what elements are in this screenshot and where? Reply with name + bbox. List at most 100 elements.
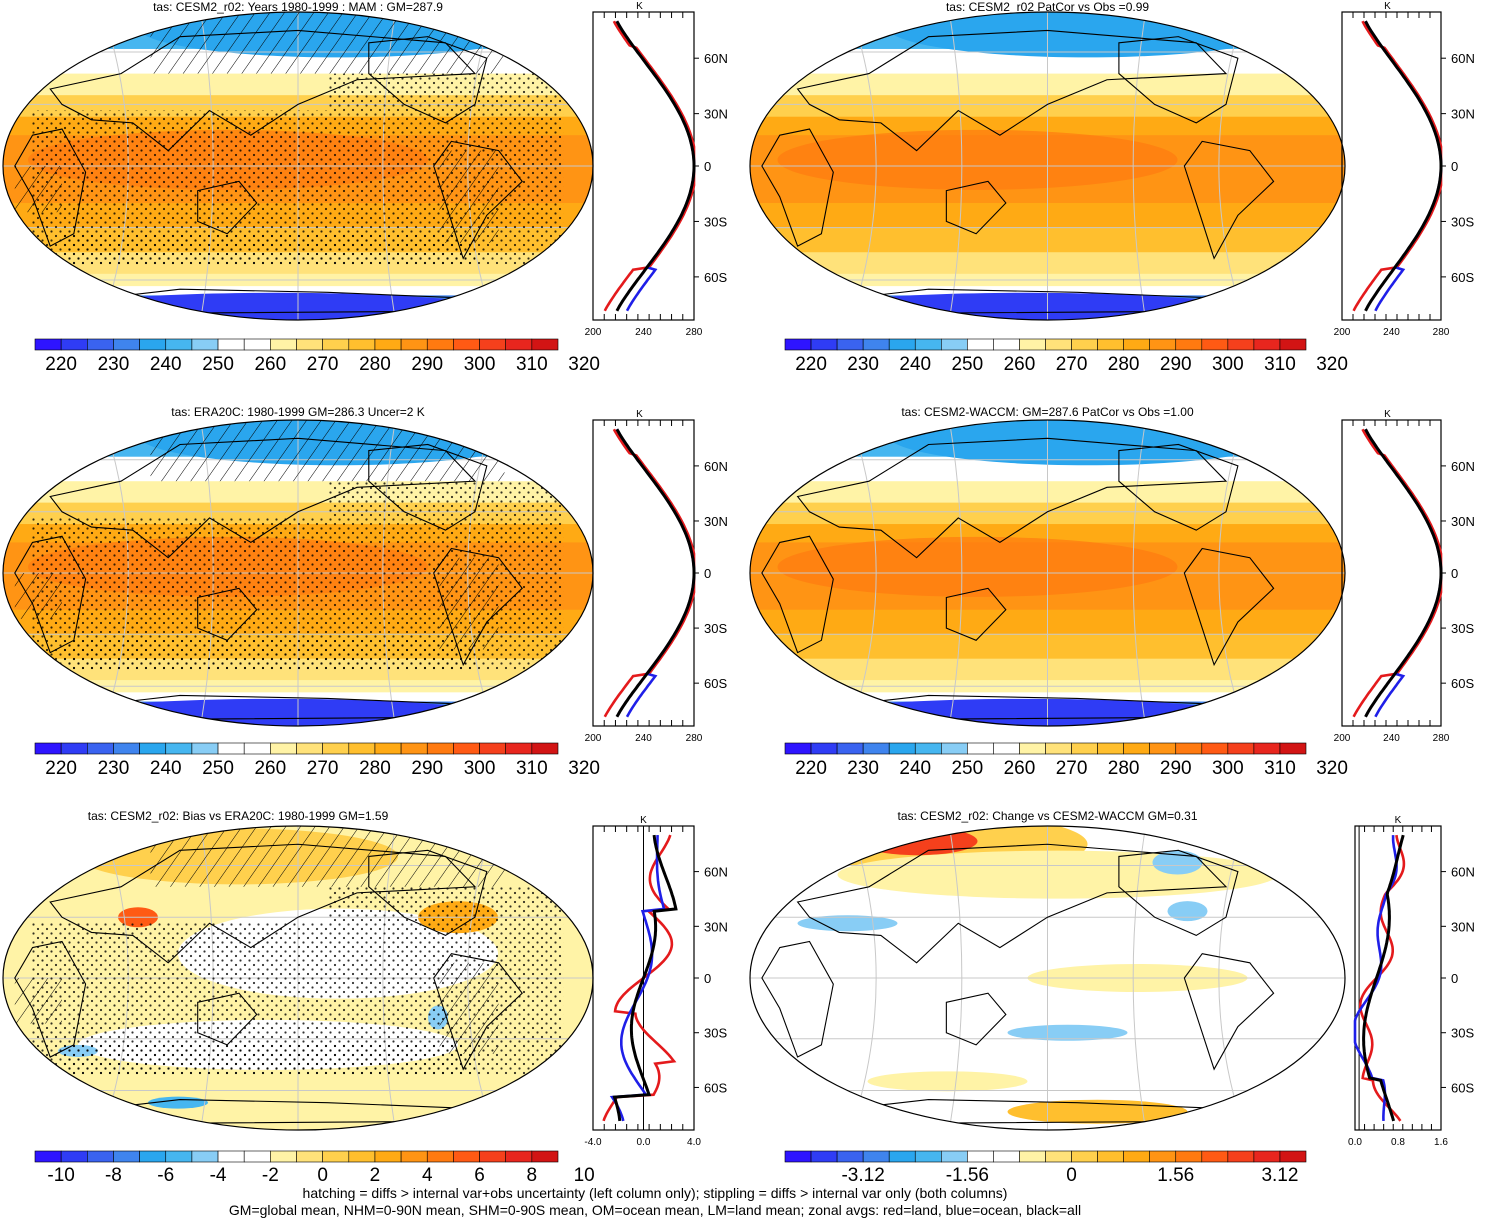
zonal-all-line bbox=[612, 834, 678, 1122]
colorbar-swatch bbox=[1123, 742, 1151, 755]
colorbar-tick-label: 310 bbox=[1264, 758, 1296, 779]
colorbar-tick-label: 250 bbox=[202, 758, 234, 779]
zonal-x-tick-label: 200 bbox=[585, 733, 602, 744]
colorbar-tick-label: 230 bbox=[98, 354, 130, 375]
map-panel-4 bbox=[749, 419, 1346, 727]
zonal-x-tick-label: 240 bbox=[635, 327, 652, 338]
colorbar-swatch bbox=[1253, 742, 1281, 755]
colorbar-swatch bbox=[191, 338, 219, 351]
colorbar-tick-label: -10 bbox=[47, 1165, 74, 1186]
colorbar-tick-label: 270 bbox=[307, 354, 339, 375]
colorbar-swatch bbox=[1149, 1150, 1177, 1163]
colorbar-tick-label: 320 bbox=[1316, 354, 1348, 375]
zonal-y-tick-label: 30N bbox=[1451, 514, 1475, 529]
zonal-unit-label: K bbox=[640, 815, 647, 826]
colorbar-tick-label: 240 bbox=[899, 758, 931, 779]
colorbar-swatch bbox=[1097, 1150, 1124, 1163]
colorbar-tick-label: 270 bbox=[1056, 354, 1088, 375]
zonal-y-tick-label: 60N bbox=[1451, 51, 1475, 66]
colorbar-swatch bbox=[836, 1150, 864, 1163]
colorbar-swatch bbox=[940, 338, 968, 351]
colorbar-tick-label: 310 bbox=[516, 758, 548, 779]
panel-2-title: tas: CESM2_r02 PatCor vs Obs =0.99 bbox=[945, 0, 1150, 14]
colorbar-swatch bbox=[1071, 742, 1098, 755]
colorbar-swatch bbox=[505, 1150, 533, 1163]
map-panel-6 bbox=[749, 825, 1346, 1131]
colorbar-tick-label: 290 bbox=[1160, 758, 1192, 779]
colorbar-tick-label: 300 bbox=[464, 354, 496, 375]
colorbar-swatch bbox=[400, 338, 428, 351]
colorbar-swatch bbox=[993, 338, 1020, 351]
colorbar-4: 220 230 240 250 260 270 280 290 300 310 320 bbox=[784, 742, 1348, 779]
colorbar-swatch bbox=[1019, 1150, 1046, 1163]
colorbar-swatch bbox=[479, 1150, 506, 1163]
colorbar-tick-label: 290 bbox=[411, 758, 443, 779]
colorbar-swatch bbox=[243, 1150, 271, 1163]
colorbar-swatch bbox=[34, 1150, 62, 1163]
panel-5-title: tas: CESM2_r02: Bias vs ERA20C: 1980-199… bbox=[87, 809, 389, 823]
colorbar-tick-label: 300 bbox=[1212, 758, 1244, 779]
zonal-mean-plot-5: K -4.0 0.0 4.0 60N 30N 0 30S 60S bbox=[584, 815, 727, 1148]
colorbar-tick-label: 290 bbox=[1160, 354, 1192, 375]
colorbar-swatch bbox=[531, 742, 559, 755]
colorbar-tick-label: 270 bbox=[1056, 758, 1088, 779]
zonal-y-tick-label: 30S bbox=[704, 214, 727, 229]
colorbar-swatch bbox=[505, 742, 533, 755]
colorbar-swatch bbox=[836, 338, 864, 351]
colorbar-swatch bbox=[1045, 338, 1072, 351]
colorbar-6: -3.12 -1.56 0 1.56 3.12 bbox=[784, 1150, 1307, 1186]
colorbar-swatch bbox=[967, 1150, 994, 1163]
colorbar-swatch bbox=[243, 338, 271, 351]
zonal-all-line bbox=[1364, 20, 1443, 312]
colorbar-swatch bbox=[1019, 338, 1046, 351]
colorbar-swatch bbox=[400, 1150, 428, 1163]
zonal-x-tick-label: 0.0 bbox=[1348, 1137, 1362, 1148]
colorbar-swatch bbox=[1149, 338, 1177, 351]
zonal-y-tick-label: 60N bbox=[704, 51, 728, 66]
colorbar-tick-label: 220 bbox=[795, 758, 827, 779]
colorbar-swatch bbox=[1253, 1150, 1281, 1163]
zonal-mean-plot-3: K 200 240 280 60N 30N 0 30S 60S bbox=[585, 409, 728, 744]
colorbar-swatch bbox=[348, 1150, 376, 1163]
colorbar-swatch bbox=[1279, 338, 1307, 351]
zonal-y-tick-label: 0 bbox=[704, 566, 711, 581]
zonal-mean-plot-2: K 200 240 280 60N 30N 0 30S 60S bbox=[1334, 1, 1475, 338]
colorbar-tick-label: -1.56 bbox=[946, 1165, 989, 1186]
zonal-x-tick-label: 240 bbox=[1383, 733, 1400, 744]
colorbar-swatch bbox=[270, 1150, 297, 1163]
zonal-y-tick-label: 0 bbox=[1451, 566, 1458, 581]
colorbar-swatch bbox=[191, 1150, 219, 1163]
footer-line-2: GM=global mean, NHM=0-90N mean, SHM=0-90… bbox=[228, 1202, 1082, 1218]
colorbar-swatch bbox=[1227, 338, 1255, 351]
zonal-ocean-line bbox=[615, 20, 696, 312]
colorbar-tick-label: 280 bbox=[359, 758, 391, 779]
colorbar-tick-label: 3.12 bbox=[1261, 1165, 1298, 1186]
zonal-y-tick-label: 30N bbox=[1451, 107, 1475, 122]
colorbar-swatch bbox=[1019, 742, 1046, 755]
colorbar-tick-label: 260 bbox=[1004, 354, 1036, 375]
map-panel-2 bbox=[749, 11, 1346, 321]
colorbar-swatch bbox=[1201, 1150, 1229, 1163]
colorbar-swatch bbox=[914, 338, 942, 351]
colorbar-swatch bbox=[374, 338, 402, 351]
colorbar-1: 220 230 240 250 260 270 280 290 300 310 320 bbox=[34, 338, 600, 375]
colorbar-swatch bbox=[426, 338, 454, 351]
colorbar-tick-label: 300 bbox=[464, 758, 496, 779]
panel-6-title: tas: CESM2_r02: Change vs CESM2-WACCM GM… bbox=[897, 809, 1198, 823]
colorbar-tick-label: 280 bbox=[359, 354, 391, 375]
colorbar-swatch bbox=[322, 338, 350, 351]
zonal-y-tick-label: 0 bbox=[704, 971, 711, 986]
zonal-x-tick-label: 240 bbox=[1383, 327, 1400, 338]
colorbar-tick-label: -4 bbox=[210, 1165, 227, 1186]
colorbar-swatch bbox=[1045, 742, 1072, 755]
colorbar-tick-label: 230 bbox=[98, 758, 130, 779]
colorbar-swatch bbox=[1227, 1150, 1255, 1163]
colorbar-tick-label: 270 bbox=[307, 758, 339, 779]
colorbar-swatch bbox=[270, 742, 297, 755]
zonal-y-tick-label: 30S bbox=[1451, 621, 1474, 636]
zonal-y-tick-label: 60S bbox=[704, 270, 727, 285]
colorbar-swatch bbox=[1201, 338, 1229, 351]
panel-4-title: tas: CESM2-WACCM: GM=287.6 PatCor vs Obs… bbox=[901, 405, 1194, 419]
colorbar-swatch bbox=[374, 1150, 402, 1163]
